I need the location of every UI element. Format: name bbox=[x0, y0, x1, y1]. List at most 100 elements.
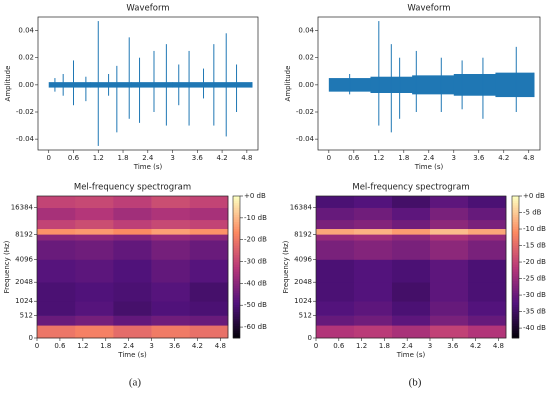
x-tick-label: 4.2 bbox=[498, 154, 509, 162]
x-tick-label: 2.4 bbox=[142, 154, 154, 162]
y-tick-label: 0.02 bbox=[18, 54, 34, 62]
heatmap-cell bbox=[151, 325, 191, 339]
colorbar-swatch bbox=[512, 304, 519, 308]
heatmap-cell bbox=[189, 207, 229, 221]
heatmap-cell bbox=[113, 301, 152, 316]
colorbar-swatch bbox=[512, 257, 519, 261]
x-tick-label: 3 bbox=[428, 342, 432, 350]
heatmap-cell bbox=[189, 325, 229, 339]
x-tick-label: 1.8 bbox=[398, 154, 409, 162]
axes-frame bbox=[36, 195, 229, 339]
waveform-band bbox=[48, 82, 91, 88]
colorbar-swatch bbox=[233, 214, 240, 218]
y-tick-label: -0.04 bbox=[16, 135, 35, 143]
y-axis-label: Amplitude bbox=[284, 66, 292, 102]
heatmap-cell bbox=[430, 234, 469, 241]
y-tick-label: 1024 bbox=[294, 297, 312, 305]
colorbar-swatch bbox=[512, 297, 519, 301]
colorbar-swatch bbox=[233, 207, 240, 211]
heatmap-cell bbox=[316, 196, 355, 208]
colorbar-tick-label: -35 dB bbox=[523, 308, 546, 316]
chart-title: Mel-frequency spectrogram bbox=[74, 183, 191, 193]
heatmap-cell bbox=[354, 240, 393, 260]
heatmap-cell bbox=[37, 259, 76, 283]
heatmap-cell bbox=[354, 259, 393, 283]
heatmap-cell bbox=[392, 240, 431, 260]
heatmap-cell bbox=[354, 207, 393, 221]
x-tick-label: 3.6 bbox=[169, 342, 181, 350]
x-tick-label: 4.2 bbox=[192, 342, 203, 350]
colorbar-swatch bbox=[233, 229, 240, 232]
heatmap-cell bbox=[151, 196, 191, 208]
heatmap-cell bbox=[430, 228, 469, 235]
colorbar-swatch bbox=[512, 321, 519, 325]
y-tick-label: -0.02 bbox=[296, 108, 314, 116]
colorbar-swatch bbox=[233, 295, 240, 299]
heatmap-cell bbox=[316, 282, 355, 302]
colorbar-swatch bbox=[233, 250, 240, 254]
colorbar-swatch bbox=[233, 205, 240, 209]
colorbar-swatch bbox=[233, 328, 240, 332]
colorbar-swatch bbox=[512, 255, 519, 258]
heatmap-cell bbox=[75, 282, 114, 302]
heatmap-cell bbox=[189, 301, 229, 316]
heatmap-cell bbox=[316, 228, 355, 235]
heatmap-cell bbox=[392, 301, 431, 316]
heatmap-cell bbox=[151, 301, 191, 316]
heatmap-cell bbox=[75, 301, 114, 316]
colorbar-swatch bbox=[512, 283, 519, 287]
heatmap-cell bbox=[468, 259, 507, 283]
heatmap-cell bbox=[392, 207, 431, 221]
y-tick-label: 4096 bbox=[294, 256, 312, 264]
heatmap-cell bbox=[113, 325, 152, 339]
colorbar-swatch bbox=[512, 314, 519, 318]
heatmap-cell bbox=[316, 219, 355, 230]
colorbar-swatch bbox=[512, 252, 519, 256]
y-axis-label: Frequency (Hz) bbox=[3, 240, 11, 293]
heatmap-cell bbox=[151, 228, 191, 235]
colorbar-swatch bbox=[512, 319, 519, 322]
x-tick-label: 4.8 bbox=[241, 154, 252, 162]
colorbar-tick-label: -10 dB bbox=[244, 214, 267, 222]
colorbar-swatch bbox=[233, 276, 240, 280]
x-tick-label: 1.2 bbox=[356, 342, 367, 350]
y-tick-label: -0.04 bbox=[296, 135, 315, 143]
colorbar-tick-label: -30 dB bbox=[523, 291, 546, 299]
heatmap-cell bbox=[189, 259, 229, 283]
colorbar-swatch bbox=[233, 264, 240, 268]
colorbar-swatch bbox=[512, 248, 519, 251]
heatmap-cell bbox=[189, 282, 229, 302]
colorbar-swatch bbox=[233, 255, 240, 258]
x-tick-label: 2.4 bbox=[423, 154, 435, 162]
axes-frame bbox=[317, 16, 541, 151]
heatmap-cell bbox=[113, 219, 152, 230]
caption: (b) bbox=[409, 377, 422, 389]
heatmap-cell bbox=[430, 219, 469, 230]
y-tick-label: 2048 bbox=[15, 278, 33, 286]
heatmap-cell bbox=[37, 325, 76, 339]
colorbar-swatch bbox=[512, 203, 519, 206]
colorbar-swatch bbox=[512, 333, 519, 337]
x-tick-label: 2.4 bbox=[123, 342, 135, 350]
heatmap-cell bbox=[430, 196, 469, 208]
y-tick-label: 512 bbox=[299, 312, 312, 320]
colorbar-swatch bbox=[512, 219, 519, 223]
waveform-band bbox=[250, 82, 253, 88]
x-tick-label: 1.8 bbox=[379, 342, 390, 350]
x-tick-label: 0 bbox=[35, 342, 39, 350]
colorbar-swatch bbox=[512, 293, 519, 296]
heatmap-cell bbox=[37, 301, 76, 316]
colorbar-tick-label: -50 dB bbox=[244, 301, 267, 309]
heatmap-cell bbox=[392, 228, 431, 235]
colorbar-swatch bbox=[512, 290, 519, 294]
heatmap-cell bbox=[75, 219, 114, 230]
colorbar-swatch bbox=[233, 226, 240, 230]
colorbar-swatch bbox=[512, 210, 519, 213]
heatmap-cell bbox=[37, 196, 76, 208]
colorbar-swatch bbox=[233, 233, 240, 237]
colorbar-swatch bbox=[233, 252, 240, 256]
heatmap-cell bbox=[430, 259, 469, 283]
heatmap-cell bbox=[316, 207, 355, 221]
heatmap-cell bbox=[316, 234, 355, 241]
y-tick-label: 512 bbox=[20, 312, 33, 320]
